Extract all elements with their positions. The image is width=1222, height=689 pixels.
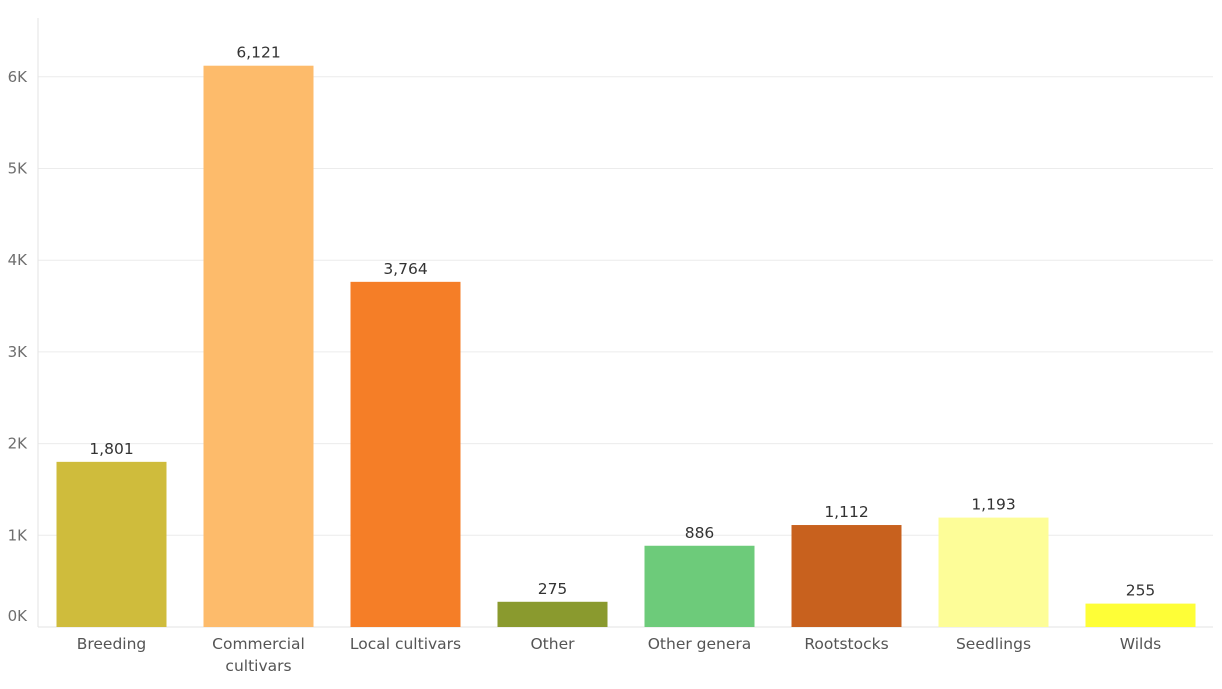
- data-label: 1,112: [824, 503, 868, 521]
- y-axis-ticks: 0K 1K 2K 3K 4K 5K 6K: [8, 68, 29, 625]
- y-tick-label: 0K: [8, 607, 29, 625]
- x-category-label: Commercial: [212, 635, 305, 653]
- bar[interactable]: [203, 65, 314, 628]
- y-tick-label: 5K: [8, 160, 29, 178]
- x-category-label: Local cultivars: [350, 635, 461, 653]
- x-category-label: Rootstocks: [804, 635, 888, 653]
- data-label: 255: [1126, 582, 1156, 600]
- y-tick-label: 1K: [8, 526, 29, 544]
- y-tick-label: 6K: [8, 68, 29, 86]
- bar[interactable]: [1085, 603, 1196, 627]
- bar[interactable]: [56, 461, 167, 627]
- x-category-label: Wilds: [1120, 635, 1162, 653]
- y-tick-label: 4K: [8, 251, 29, 269]
- bars: [56, 65, 1196, 628]
- x-category-label: Other: [530, 635, 575, 653]
- data-label: 886: [685, 524, 715, 542]
- bar[interactable]: [644, 545, 755, 627]
- data-label: 6,121: [236, 44, 280, 62]
- data-label: 1,193: [971, 496, 1015, 514]
- data-label: 1,801: [89, 440, 133, 458]
- x-category-label: cultivars: [225, 657, 291, 675]
- data-label: 3,764: [383, 260, 427, 278]
- bar[interactable]: [938, 517, 1049, 627]
- x-category-label: Breeding: [77, 635, 147, 653]
- x-axis-categories: Breeding Commercial cultivars Local cultiva…: [77, 635, 1162, 675]
- y-tick-label: 2K: [8, 435, 29, 453]
- x-category-label: Other genera: [648, 635, 752, 653]
- data-labels: 1,801 6,121 3,764 275 886 1,112 1,193 255: [89, 44, 1155, 600]
- bar[interactable]: [350, 281, 461, 627]
- data-label: 275: [538, 580, 568, 598]
- bar[interactable]: [497, 601, 608, 627]
- y-tick-label: 3K: [8, 343, 29, 361]
- x-category-label: Seedlings: [956, 635, 1031, 653]
- bar[interactable]: [791, 525, 902, 627]
